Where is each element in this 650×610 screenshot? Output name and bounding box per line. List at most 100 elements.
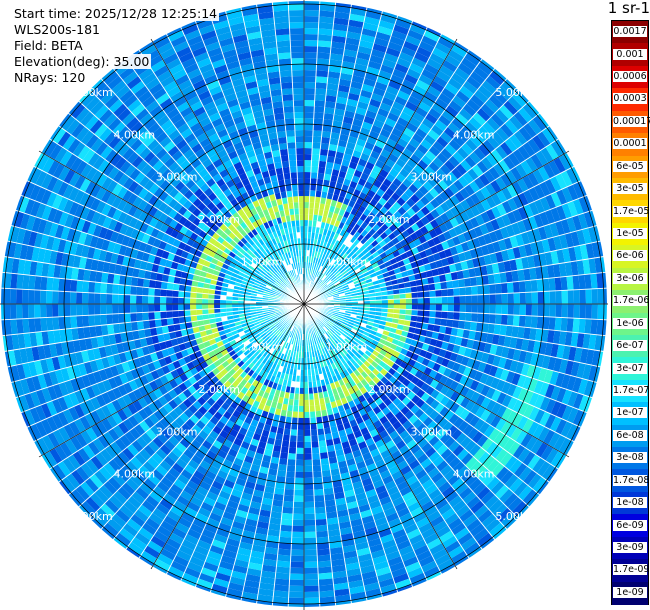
range-gate — [466, 338, 475, 350]
range-gate — [154, 288, 161, 297]
range-gate — [387, 79, 402, 91]
range-gate — [255, 606, 273, 607]
range-gate — [418, 335, 426, 343]
range-gate — [495, 448, 508, 463]
range-gate — [58, 304, 65, 317]
range-gate — [523, 404, 535, 419]
range-gate — [365, 10, 382, 21]
range-gate — [382, 454, 394, 465]
range-gate — [106, 283, 114, 294]
range-gate — [494, 283, 502, 294]
range-gate — [418, 555, 435, 568]
range-gate — [452, 279, 460, 289]
range-gate — [304, 507, 315, 514]
range-gate — [567, 304, 574, 319]
range-gate — [304, 501, 315, 508]
range-gate — [136, 312, 143, 322]
range-gate — [442, 535, 458, 549]
range-gate — [464, 219, 474, 231]
range-gate — [339, 334, 346, 341]
range-gate — [394, 142, 406, 154]
range-gate — [459, 385, 470, 397]
range-gate — [304, 423, 311, 430]
range-gate — [7, 398, 19, 416]
range-gate — [522, 376, 533, 391]
range-gate — [335, 151, 345, 160]
range-gate — [533, 408, 546, 424]
range-gate — [476, 532, 493, 547]
range-gate — [364, 367, 372, 376]
range-gate — [512, 195, 524, 209]
range-gate — [480, 352, 490, 364]
range-gate — [518, 126, 533, 142]
range-gate — [507, 496, 523, 512]
range-gate — [455, 504, 471, 518]
range-gate — [486, 242, 496, 255]
range-gate — [396, 323, 404, 331]
range-gate — [416, 244, 425, 253]
range-gate — [411, 132, 424, 144]
range-gate — [424, 351, 433, 361]
range-gate — [304, 244, 308, 251]
range-gate — [190, 304, 197, 310]
range-gate — [429, 543, 445, 556]
range-gate — [367, 599, 385, 607]
range-gate — [112, 283, 120, 295]
range-gate — [560, 170, 573, 187]
range-gate — [429, 297, 436, 304]
range-gate — [379, 231, 388, 240]
range-gate — [349, 243, 357, 251]
range-gate — [537, 426, 550, 442]
range-gate — [372, 433, 382, 443]
range-gate — [517, 326, 525, 339]
range-gate — [570, 361, 580, 377]
range-gate — [316, 264, 322, 272]
range-gate — [311, 441, 320, 448]
range-gate — [448, 335, 457, 345]
range-gate — [304, 88, 316, 95]
range-gate — [396, 277, 404, 285]
range-gate — [469, 415, 481, 428]
range-gate — [392, 318, 399, 324]
range-gate — [379, 102, 392, 113]
range-gate — [495, 251, 504, 263]
range-gate — [424, 483, 439, 496]
range-gate — [354, 455, 365, 464]
range-gate — [428, 161, 440, 173]
range-gate — [336, 316, 344, 322]
range-gate — [334, 5, 351, 14]
range-gate — [313, 112, 325, 120]
range-gate — [341, 159, 351, 168]
range-gate — [22, 274, 30, 290]
range-gate — [399, 304, 406, 310]
range-gate — [418, 101, 432, 113]
range-gate — [333, 232, 340, 240]
range-gate — [541, 329, 549, 343]
range-gate — [207, 595, 225, 606]
range-gate — [421, 560, 438, 573]
range-gate — [376, 25, 393, 36]
range-gate — [405, 142, 417, 154]
range-gate — [314, 331, 319, 338]
range-gate — [70, 304, 77, 317]
range-gate — [172, 310, 179, 318]
range-gate — [424, 247, 433, 257]
range-gate — [393, 122, 406, 133]
range-gate — [437, 233, 447, 243]
range-gate — [357, 132, 369, 142]
range-gate — [455, 163, 468, 176]
range-gate — [561, 186, 573, 203]
range-gate — [535, 328, 543, 342]
range-gate — [309, 196, 316, 203]
range-gate — [564, 331, 573, 347]
range-gate — [414, 189, 425, 200]
range-gate — [445, 104, 459, 118]
range-gate — [352, 336, 360, 343]
range-gate — [353, 279, 361, 285]
range-gate — [429, 379, 440, 389]
range-gate — [304, 40, 318, 47]
range-gate — [448, 456, 461, 469]
range-gate — [357, 158, 368, 167]
range-gate — [489, 304, 496, 315]
range-gate — [415, 321, 423, 329]
